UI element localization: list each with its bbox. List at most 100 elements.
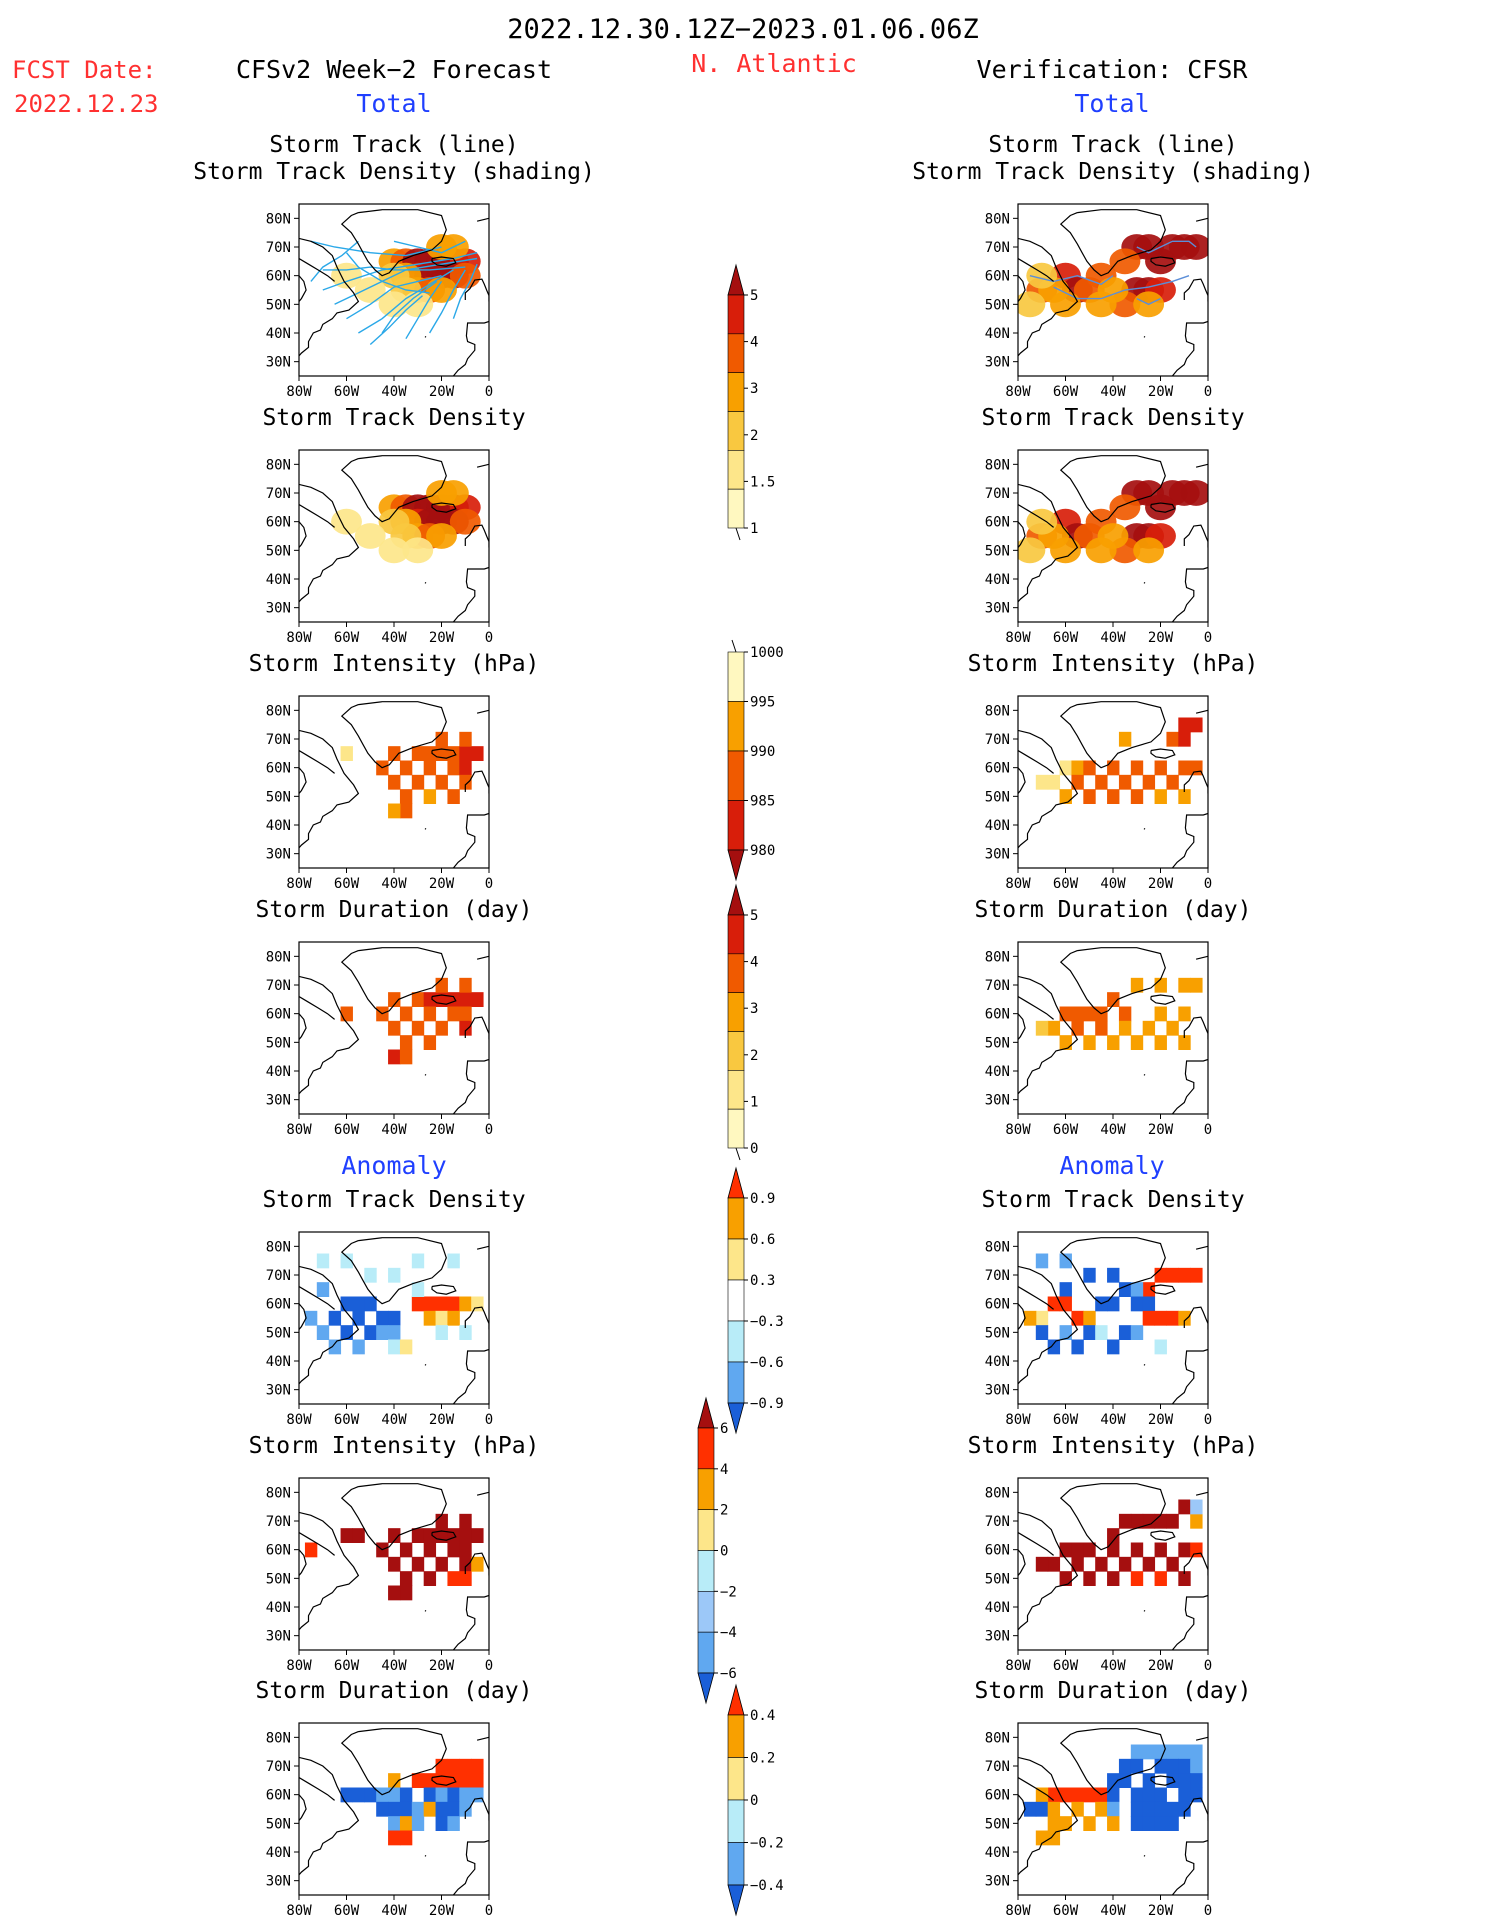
coastline [1018,749,1054,774]
coastline [299,1756,360,1876]
lat-tick-label: 70N [266,1514,291,1530]
lat-tick-label: 80N [985,1485,1010,1501]
grid-cell [340,1253,353,1269]
coastline [431,502,457,513]
grid-cell [447,1528,460,1543]
grid-cell [376,1801,389,1817]
grid-cell [1083,1816,1096,1831]
grid-cell [388,1020,401,1036]
colorbar-swatch [727,701,745,752]
lat-tick-label: 30N [985,1874,1010,1890]
grid-cell [423,1773,437,1788]
grid-cell [1107,1528,1120,1543]
grid-cell [1178,1801,1191,1817]
colorbar-swatch [727,1714,745,1758]
lon-tick-label: 0 [1204,630,1212,646]
grid-cell [423,1296,437,1312]
colorbar-tick-label: −0.9 [750,1396,784,1412]
grid-cell [388,1556,401,1572]
lon-tick-label: 60W [1053,1903,1079,1919]
grid-cell [1166,1020,1179,1036]
coastline [452,320,489,376]
grid-cell [1107,992,1120,1007]
lon-tick-label: 0 [485,1658,493,1674]
grid-cell [388,1787,401,1803]
grid-cell [1178,1571,1191,1586]
grid-cell [1083,1310,1096,1326]
coastline [340,1728,447,1796]
coastline [1018,767,1026,794]
grid-cell [471,1528,484,1543]
map-area [299,696,489,868]
map-panel-density-left: Storm Track Density 80W 60W 40W 20W 0 80N 70N 60… [262,405,525,646]
colorbar-swatch [727,1842,745,1886]
lon-tick-label: 80W [1005,1122,1031,1138]
density-cell [1018,291,1046,318]
grid-cell [304,1310,318,1326]
coastline [1059,1237,1166,1305]
lon-tick-label: 60W [1053,1658,1079,1674]
colorbar-swatch [727,372,745,412]
grid-cell [388,1830,401,1846]
colorbar-arrow-top [727,1683,745,1716]
density-cell [1026,508,1058,535]
grid-cell [459,1571,472,1586]
grid-cell [1095,1801,1108,1817]
lon-tick-label: 60W [334,876,360,892]
grid-cell [340,1787,353,1803]
coastline [1183,1016,1208,1040]
grid-cell [399,1585,413,1601]
lon-tick-label: 60W [1053,876,1079,892]
lat-tick-label: 60N [266,1543,291,1559]
lat-tick-label: 70N [985,732,1010,748]
lat-tick-label: 30N [985,1629,1010,1645]
coastline [1150,1530,1176,1541]
coastline [1183,770,1208,794]
grid-cell [1118,1282,1132,1297]
grid-cell [388,1801,401,1817]
grid-cell [399,1035,413,1050]
map-area [299,1723,489,1895]
lat-tick-label: 30N [985,355,1010,371]
coastline [340,455,447,523]
panel-title: Storm Duration (day) [975,1678,1252,1704]
colorbar-tick-label: 0.9 [750,1191,775,1207]
grid-cell [399,760,413,776]
grid-cell [471,1556,484,1572]
storm-track-line [322,252,478,291]
density-cell [331,508,362,535]
colorbar-tick-label: 2 [750,1048,758,1064]
lon-tick-label: 60W [334,630,360,646]
colorbar-tick-label: 0.2 [750,1751,775,1767]
grid-cell [340,1006,353,1022]
grid-cell [1178,1310,1191,1326]
map-panel-anom-density-left: Storm Track Density 80W 60W 40W 20W 0 80N 70N 60… [262,1187,525,1428]
lon-tick-label: 40W [1100,876,1126,892]
coastline [1018,257,1054,282]
lon-tick-label: 0 [1204,1412,1212,1428]
storm-track-line [1053,275,1190,300]
grid-cell [1142,1816,1156,1831]
grid-cell [1154,1035,1167,1050]
lat-tick-label: 80N [266,457,291,473]
lon-tick-label: 80W [1005,1903,1031,1919]
coastline [1018,503,1054,528]
grid-cell [435,1020,448,1036]
grid-cell [1154,1006,1167,1022]
density-cell [1097,523,1129,549]
grid-cell [1142,1773,1156,1788]
grid-cell [1107,1801,1120,1817]
coastline [340,209,447,277]
lon-tick-label: 20W [1148,876,1174,892]
panels: Storm Track (line)Storm Track Density (s… [193,132,1314,1919]
grid-cell [1142,1787,1156,1803]
coastline [1018,1013,1026,1040]
coastline [1195,463,1208,468]
grid-cell [447,992,460,1007]
coastline [431,1284,457,1295]
storm-track-line [358,269,454,334]
grid-cell [1130,1282,1144,1297]
colorbar-tick-label: 990 [750,744,775,760]
grid-cell [316,1282,330,1297]
